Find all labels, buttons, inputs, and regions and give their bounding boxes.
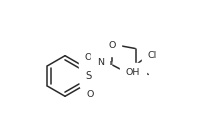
Text: N: N bbox=[97, 58, 104, 67]
Text: O: O bbox=[85, 53, 92, 62]
Text: O: O bbox=[86, 90, 94, 99]
Text: S: S bbox=[85, 71, 92, 81]
Text: OH: OH bbox=[126, 68, 140, 77]
Text: Cl: Cl bbox=[148, 51, 157, 59]
Text: O: O bbox=[109, 41, 116, 50]
